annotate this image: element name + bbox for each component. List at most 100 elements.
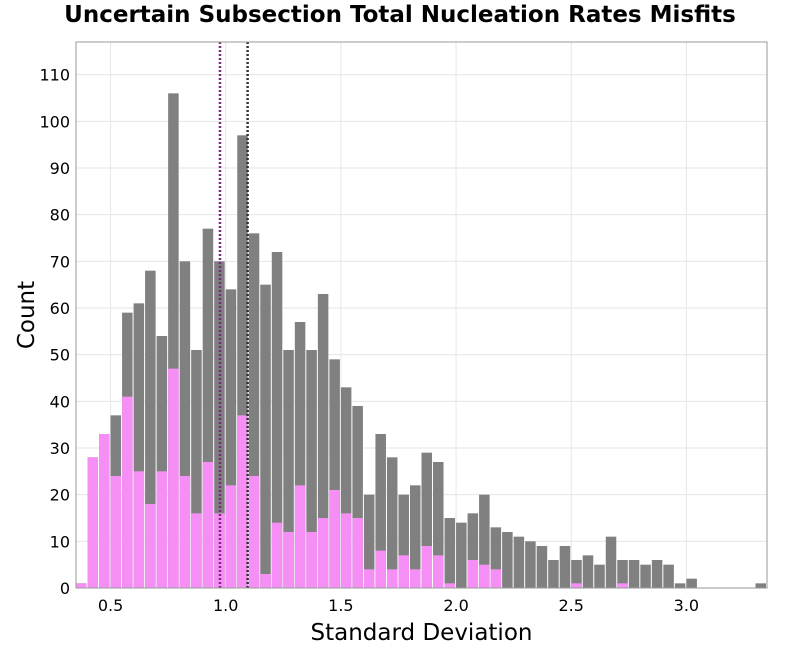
- histogram-bar: [248, 233, 260, 589]
- x-tick-label: 2.5: [558, 596, 583, 615]
- histogram-bar: [237, 135, 248, 589]
- histogram-bar: [617, 560, 628, 588]
- histogram-bar: [260, 284, 271, 588]
- histogram-bar: [122, 396, 133, 588]
- histogram-bar: [433, 555, 444, 588]
- histogram-bar: [99, 434, 110, 588]
- histogram-bar: [398, 494, 409, 588]
- histogram-bar: [294, 322, 306, 588]
- histogram-bar: [617, 583, 628, 588]
- histogram-bar: [674, 583, 686, 588]
- y-tick-label: 30: [50, 439, 70, 458]
- histogram-bar: [479, 494, 490, 588]
- histogram-bar: [225, 289, 237, 588]
- histogram-bar: [663, 564, 674, 588]
- histogram-bar: [202, 462, 214, 588]
- bar-layer: [76, 93, 766, 589]
- histogram-bar: [755, 583, 766, 588]
- histogram-bar: [237, 415, 248, 588]
- histogram-bar: [133, 303, 145, 588]
- histogram-bar: [375, 434, 386, 588]
- y-tick-label: 50: [50, 346, 70, 365]
- x-tick-label: 2.0: [443, 596, 468, 615]
- histogram-bar: [329, 359, 340, 588]
- histogram-bar: [571, 560, 582, 588]
- histogram-bar: [352, 406, 363, 588]
- y-tick-label: 110: [39, 66, 70, 85]
- histogram-bar: [191, 350, 202, 588]
- y-tick-label: 10: [50, 532, 70, 551]
- histogram-bar: [283, 350, 294, 588]
- histogram-bar: [87, 457, 99, 588]
- histogram-bar: [340, 387, 352, 588]
- chart-title: Uncertain Subsection Total Nucleation Ra…: [64, 2, 736, 28]
- x-tick-label: 1.0: [213, 596, 238, 615]
- plot-frame: [75, 41, 768, 589]
- histogram-bar: [168, 93, 179, 588]
- y-axis-label: Count: [14, 281, 40, 349]
- histogram-bar: [421, 546, 433, 588]
- histogram-bar: [651, 560, 663, 588]
- histogram-bar: [386, 457, 398, 588]
- histogram-bar: [490, 527, 502, 588]
- histogram-bar: [191, 513, 202, 588]
- histogram-bar: [409, 569, 421, 588]
- histogram-bar: [317, 518, 329, 588]
- histogram-bar: [340, 513, 352, 588]
- histogram-bar: [525, 541, 536, 588]
- y-tick-label: 0: [60, 579, 70, 598]
- histogram-bar: [513, 536, 525, 588]
- histogram-bar: [479, 564, 490, 588]
- histogram-bar: [421, 452, 433, 588]
- series-1: [76, 368, 628, 588]
- histogram-bar: [559, 546, 571, 588]
- histogram-bar: [156, 336, 168, 588]
- reference-lines: [218, 42, 249, 588]
- histogram-bar: [467, 513, 479, 588]
- x-tick-label: 0.5: [98, 596, 123, 615]
- histogram-bar: [456, 522, 467, 588]
- histogram-bar: [271, 252, 283, 588]
- x-tick-label: 3.0: [674, 596, 699, 615]
- histogram-bar: [202, 228, 214, 588]
- histogram-bar: [352, 518, 363, 588]
- histogram-bar: [156, 471, 168, 588]
- histogram-bar: [433, 462, 444, 588]
- histogram-bar: [594, 564, 605, 588]
- histogram-bar: [133, 471, 145, 588]
- histogram-bar: [260, 574, 271, 588]
- histogram-bar: [398, 555, 409, 588]
- histogram-bar: [145, 504, 156, 588]
- histogram-bar: [363, 494, 375, 588]
- histogram-bar: [628, 560, 640, 588]
- histogram-bar: [179, 476, 191, 588]
- histogram-bar: [582, 555, 594, 588]
- histogram-bar: [306, 350, 317, 588]
- histogram-bar: [363, 569, 375, 588]
- y-tick-label: 90: [50, 159, 70, 178]
- histogram-bar: [168, 368, 179, 588]
- histogram-bar: [409, 485, 421, 588]
- y-tick-label: 100: [39, 112, 70, 131]
- histogram-bar: [214, 261, 225, 588]
- histogram-bar: [386, 569, 398, 588]
- histogram-bar: [640, 564, 651, 588]
- y-tick-label: 20: [50, 486, 70, 505]
- histogram-bar: [76, 583, 87, 588]
- histogram-bar: [444, 518, 456, 588]
- histogram-bar: [571, 583, 582, 588]
- histogram-bar: [329, 490, 340, 588]
- y-tick-label: 70: [50, 252, 70, 271]
- histogram-bar: [294, 485, 306, 588]
- histogram-bar: [317, 294, 329, 588]
- tick-layer: 0 10 20 30 40 50 60 70 80 90 100 110 0.5 1.0 1.5 2.0 2.5…: [39, 66, 699, 615]
- histogram-bar: [145, 270, 156, 588]
- histogram-bar: [444, 583, 456, 588]
- histogram-bar: [536, 546, 548, 588]
- histogram-bar: [271, 522, 283, 588]
- y-tick-label: 80: [50, 206, 70, 225]
- x-axis-label: Standard Deviation: [311, 620, 533, 646]
- y-tick-label: 60: [50, 299, 70, 318]
- histogram-bar: [548, 560, 559, 588]
